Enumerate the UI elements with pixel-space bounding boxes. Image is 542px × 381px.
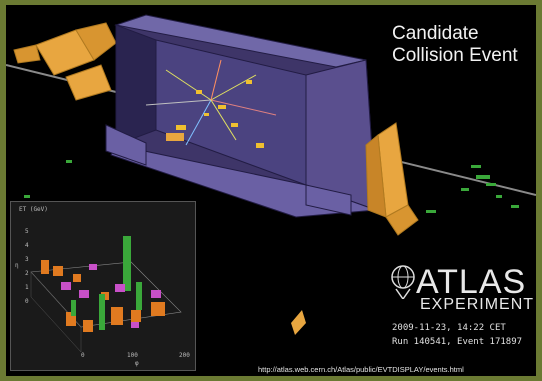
calorimeter-hits <box>24 160 519 213</box>
atlas-logo-text: ATLAS <box>416 263 527 301</box>
lego-z-tick: 0 <box>25 298 29 305</box>
lego-x-tick: 200 <box>179 352 190 359</box>
lego-bars <box>30 236 182 353</box>
atlas-logo-subtext: EXPERIMENT <box>420 296 535 313</box>
event-date: 2009-11-23, 14:22 CET <box>392 323 506 333</box>
lego-x-tick: 0 <box>81 352 85 359</box>
energy-deposits <box>166 80 264 148</box>
lego-x-tick: 100 <box>127 352 138 359</box>
title-line1: Candidate <box>392 23 479 44</box>
lego-z-tick: 1 <box>25 284 29 291</box>
right-endcap <box>365 122 419 236</box>
lego-y-label: η <box>15 262 19 269</box>
atlas-globe-icon <box>391 265 415 299</box>
detector-scene <box>6 14 536 335</box>
lego-z-tick: 5 <box>25 228 29 235</box>
lego-x-label: φ <box>135 360 139 367</box>
source-url: http://atlas.web.cern.ch/Atlas/public/EV… <box>258 365 464 374</box>
lego-z-tick: 3 <box>25 256 29 263</box>
event-display-panel: ET (GeV) 5 4 3 2 1 0 <box>6 5 536 376</box>
left-endcap <box>13 22 117 101</box>
title-line2: Collision Event <box>392 45 518 66</box>
lego-axis-label: ET (GeV) <box>19 206 48 213</box>
forward-module <box>291 310 306 335</box>
barrel-detector <box>105 14 377 218</box>
particle-tracks <box>145 59 277 146</box>
event-run: Run 140541, Event 171897 <box>392 337 523 347</box>
lego-plot-inset: ET (GeV) 5 4 3 2 1 0 <box>10 201 196 371</box>
lego-z-tick: 2 <box>25 270 29 277</box>
lego-z-tick: 4 <box>25 242 29 249</box>
